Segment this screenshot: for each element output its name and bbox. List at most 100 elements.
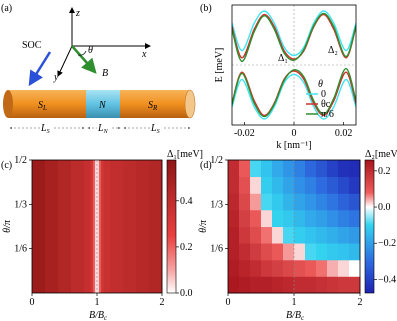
heatmap-cell [294, 193, 305, 210]
heatmap-cell [272, 177, 283, 194]
heatmap-cell [349, 193, 360, 210]
heatmap-column [149, 160, 162, 293]
heatmap-column [58, 160, 71, 293]
heatmap-cell [239, 160, 250, 177]
y-axis [58, 46, 72, 76]
y-tick-label: 1/3 [14, 199, 27, 210]
heatmap-cell [305, 177, 316, 194]
heatmap-cell [261, 226, 272, 243]
panel-label: (b) [200, 3, 212, 14]
colorbar-label: Δ₁[meV] [167, 149, 203, 160]
axis-label: x [141, 49, 147, 60]
colorbar-tick-label: 0.4 [180, 196, 193, 207]
heatmap-column [101, 160, 104, 293]
x-tick-label: 1 [95, 297, 100, 308]
annotation: Δ₁ [278, 53, 288, 64]
heatmap-cell [272, 193, 283, 210]
heatmap-cell [261, 210, 272, 227]
heatmap-cell [283, 276, 294, 293]
heatmap-cell [316, 260, 327, 277]
x-tick-label: -0.02 [234, 128, 255, 139]
heatmap-cell [239, 210, 250, 227]
heatmap-cell [250, 177, 261, 194]
soc-label: SOC [22, 40, 42, 51]
colorbar-tick-label: −0.4 [378, 274, 396, 285]
heatmap-cell [250, 276, 261, 293]
heatmap-column [71, 160, 84, 293]
heatmap-cell [228, 177, 239, 194]
colorbar-tick-label: 0.0 [180, 288, 193, 299]
heatmap-cell [272, 160, 283, 177]
heatmap-cell [228, 260, 239, 277]
axis-label-sub: c [301, 314, 305, 321]
colorbar-label: Δ₂[meV] [365, 149, 397, 160]
wire-end [185, 90, 195, 118]
colorbar [167, 160, 176, 293]
colorbar-tick-label: −0.2 [378, 238, 396, 249]
heatmap-cell [349, 243, 360, 260]
heatmap-cell [338, 210, 349, 227]
x-tick-label: 2 [358, 297, 363, 308]
heatmap-cell [316, 276, 327, 293]
heatmap-cell [305, 260, 316, 277]
heatmap-cell [283, 193, 294, 210]
heatmap-cell [338, 160, 349, 177]
heatmap-column [110, 160, 123, 293]
heatmap-cell [327, 243, 338, 260]
x-tick-label: 1 [292, 297, 297, 308]
heatmap-cell [283, 260, 294, 277]
heatmap-cell [327, 276, 338, 293]
x-tick-label: 0.02 [335, 128, 353, 139]
heatmap-cell [316, 177, 327, 194]
axis-label: y [53, 72, 59, 83]
heatmap-cell [305, 226, 316, 243]
diagram: z x y θ SOC B⃗ SL N SR LS LN LS [3, 8, 195, 135]
heatmap-cell [228, 193, 239, 210]
x-axis-label: k [nm⁻¹] [276, 140, 311, 151]
heatmap-cell [294, 160, 305, 177]
heatmap-cell [294, 276, 305, 293]
y-tick-label: 1/2 [210, 155, 223, 166]
heatmap-cell [261, 276, 272, 293]
heatmap-cell [261, 243, 272, 260]
segment-sub: R [152, 104, 158, 112]
segment-label: N [98, 100, 107, 111]
heatmap-cell [250, 193, 261, 210]
heatmap-column [136, 160, 149, 293]
heatmap-cell [349, 160, 360, 177]
heatmap-cell [272, 260, 283, 277]
heatmap-cell [283, 210, 294, 227]
heatmap-cell [294, 226, 305, 243]
colorbar [365, 160, 374, 293]
heatmap-cell [250, 243, 261, 260]
heatmap-cell [305, 193, 316, 210]
axis-label-main: B/B [89, 310, 104, 321]
axis-label-sub: c [104, 314, 108, 321]
heatmap-cell [327, 260, 338, 277]
heatmap-cell [283, 226, 294, 243]
heatmap-cell [272, 210, 283, 227]
heatmap-cell [261, 260, 272, 277]
axis-label-main: B/B [286, 310, 301, 321]
heatmap-cell [261, 177, 272, 194]
axis-label: B/Bc [286, 310, 305, 321]
panel-label: (a) [1, 3, 12, 14]
heatmap-cell [338, 226, 349, 243]
heatmap-cell [327, 210, 338, 227]
y-tick-label: 1/3 [210, 199, 223, 210]
annotation: Δ₂ [328, 45, 338, 56]
heatmap-cell [316, 243, 327, 260]
heatmap-cell [316, 193, 327, 210]
x-tick-label: 0 [292, 128, 297, 139]
heatmap-cell [250, 160, 261, 177]
colorbar-tick-label: 0.2 [180, 242, 193, 253]
heatmap-cell [338, 243, 349, 260]
heatmap-cell [272, 243, 283, 260]
y-axis-label: θ/π [198, 219, 209, 233]
heatmap-cell [327, 193, 338, 210]
legend-entry: π/6 [321, 109, 334, 120]
heatmap-cell [305, 243, 316, 260]
heatmap-column [91, 160, 94, 293]
